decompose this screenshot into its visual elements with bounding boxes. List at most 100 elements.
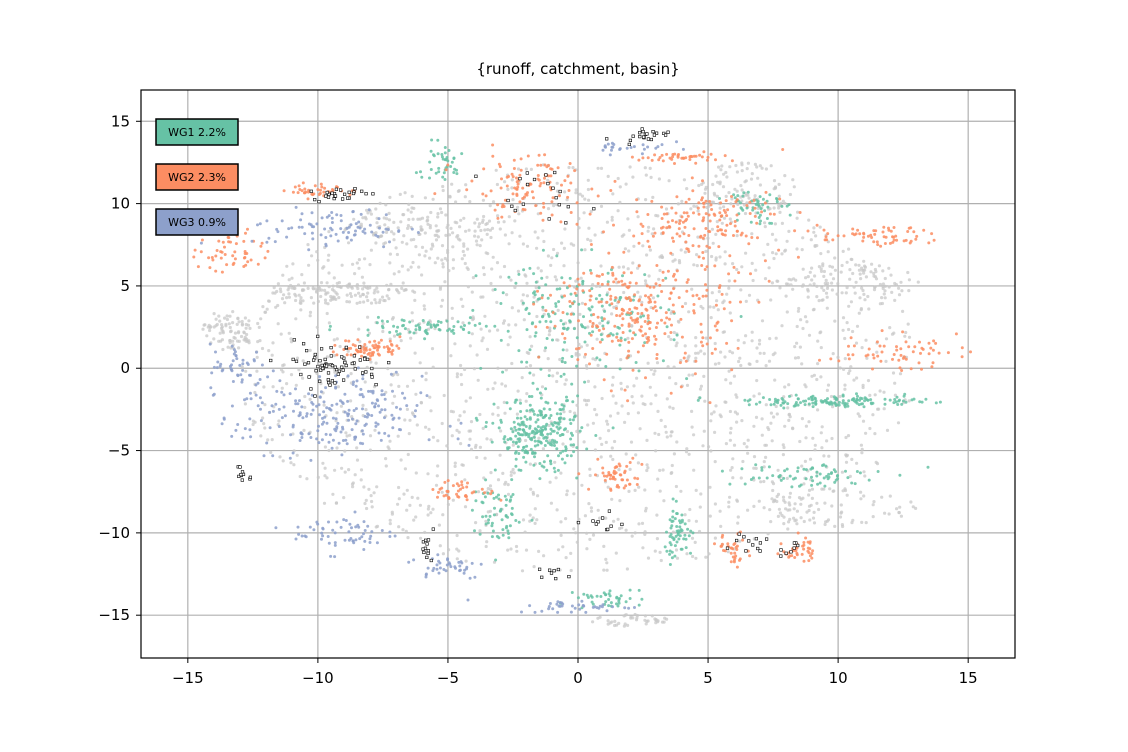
background-point xyxy=(721,185,726,189)
wg1-point xyxy=(443,146,447,149)
background-point xyxy=(502,400,506,404)
wg1-point xyxy=(507,536,511,540)
background-point xyxy=(623,420,627,424)
wg2-point xyxy=(704,227,708,230)
wg3-point xyxy=(427,438,431,442)
wg1-point xyxy=(467,331,471,335)
wg2-point xyxy=(692,211,695,215)
wg1-point xyxy=(718,197,721,200)
wg2-point xyxy=(714,303,718,307)
wg1-point xyxy=(497,536,501,540)
background-point xyxy=(694,351,698,355)
background-point xyxy=(575,429,579,433)
background-point xyxy=(372,491,376,495)
background-point xyxy=(289,373,294,377)
background-point xyxy=(454,200,458,204)
wg3-point xyxy=(389,372,393,376)
background-point xyxy=(324,291,328,295)
wg2-point xyxy=(550,213,554,217)
wg1-point xyxy=(582,592,586,596)
background-point xyxy=(375,524,380,529)
wg2-point xyxy=(722,307,726,311)
background-point xyxy=(447,548,451,552)
background-point xyxy=(840,470,845,474)
wg2-point xyxy=(437,490,440,494)
wg2-point xyxy=(398,335,402,339)
wg1-point xyxy=(846,404,850,408)
wg3-point xyxy=(382,393,386,396)
background-point xyxy=(666,365,670,369)
wg2-point xyxy=(440,486,444,490)
background-point xyxy=(441,188,445,193)
wg2-point xyxy=(558,194,561,198)
wg1-point xyxy=(785,467,789,471)
marker-point xyxy=(374,382,378,387)
background-point xyxy=(523,273,527,277)
background-point xyxy=(510,231,514,235)
background-point xyxy=(723,250,727,254)
wg3-point xyxy=(414,409,417,413)
background-point xyxy=(486,387,490,391)
wg1-point xyxy=(514,457,518,461)
wg2-point xyxy=(778,197,782,201)
wg3-point xyxy=(642,147,646,151)
wg1-point xyxy=(554,304,558,308)
wg2-point xyxy=(802,543,806,547)
background-point xyxy=(418,361,422,365)
background-point xyxy=(838,394,842,399)
wg2-point xyxy=(319,182,323,186)
marker-point xyxy=(318,379,322,383)
wg2-point xyxy=(620,307,624,311)
background-point xyxy=(362,300,366,304)
background-point xyxy=(764,443,769,447)
wg2-point xyxy=(675,195,679,199)
wg2-point xyxy=(511,175,515,179)
wg2-point xyxy=(639,325,643,329)
wg3-point xyxy=(336,239,340,243)
wg2-point xyxy=(536,163,540,167)
background-point xyxy=(747,196,751,200)
background-point xyxy=(831,489,835,493)
marker-point xyxy=(360,371,365,375)
wg3-point xyxy=(363,424,367,427)
wg2-point xyxy=(246,227,249,231)
background-point xyxy=(762,479,766,484)
marker-point xyxy=(387,360,391,365)
wg2-point xyxy=(623,471,627,475)
marker-point xyxy=(532,177,537,182)
wg1-point xyxy=(490,524,494,528)
background-point xyxy=(308,310,313,314)
wg3-point xyxy=(283,414,287,418)
background-point xyxy=(877,264,882,268)
wg1-point xyxy=(546,312,550,316)
wg2-point xyxy=(651,306,655,310)
wg2-point xyxy=(207,256,211,260)
wg2-point xyxy=(489,189,493,193)
wg1-point xyxy=(570,591,574,594)
background-point xyxy=(451,245,455,249)
wg2-point xyxy=(607,251,611,255)
background-point xyxy=(481,198,485,202)
background-point xyxy=(880,301,885,306)
background-point xyxy=(860,447,864,451)
background-point xyxy=(446,248,450,252)
background-point xyxy=(270,438,274,442)
wg1-point xyxy=(554,302,558,306)
background-point xyxy=(803,383,807,387)
background-point xyxy=(627,489,631,493)
background-point xyxy=(317,286,321,290)
wg1-point xyxy=(530,322,534,326)
background-point xyxy=(582,211,586,215)
wg3-point xyxy=(580,599,584,603)
wg2-point xyxy=(575,222,579,226)
wg2-point xyxy=(653,231,657,235)
wg1-point xyxy=(823,398,827,402)
background-point xyxy=(786,406,790,410)
background-point xyxy=(802,482,806,486)
wg1-point xyxy=(445,319,449,323)
background-point xyxy=(262,385,266,389)
wg3-point xyxy=(555,602,559,606)
wg3-point xyxy=(243,398,246,402)
wg2-point xyxy=(734,554,738,558)
background-point xyxy=(248,326,252,330)
